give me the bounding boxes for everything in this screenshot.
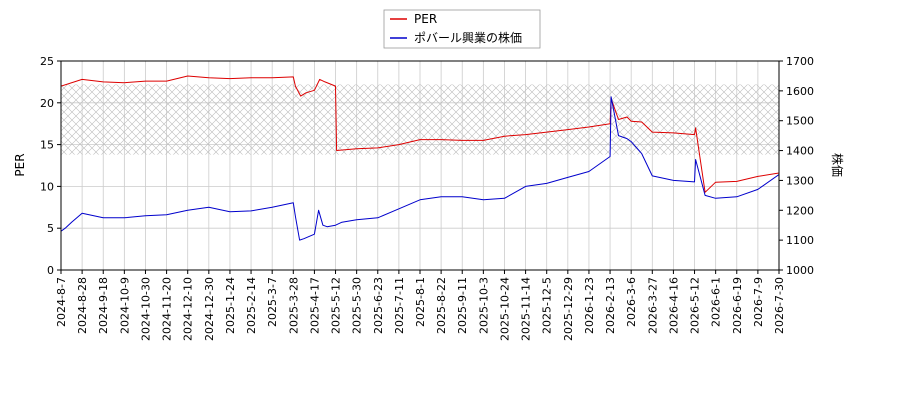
price-series-line bbox=[61, 96, 779, 241]
left-tick-label: 0 bbox=[47, 264, 54, 277]
x-tick-label: 2025-4-17 bbox=[308, 277, 321, 334]
x-tick-label: 2026-6-19 bbox=[731, 277, 744, 334]
left-tick-label: 5 bbox=[47, 222, 54, 235]
x-tick-label: 2025-10-3 bbox=[477, 277, 490, 334]
right-tick-label: 1700 bbox=[786, 55, 814, 68]
x-tick-label: 2024-10-9 bbox=[118, 277, 131, 334]
right-axis-title: 株価 bbox=[830, 153, 845, 177]
left-tick-label: 15 bbox=[40, 139, 54, 152]
x-tick-label: 2025-7-11 bbox=[393, 277, 406, 334]
x-tick-label: 2026-7-9 bbox=[752, 277, 765, 327]
x-tick-label: 2024-12-30 bbox=[203, 277, 216, 341]
x-tick-label: 2026-1-23 bbox=[583, 277, 596, 334]
x-tick-label: 2024-8-28 bbox=[76, 277, 89, 334]
left-axis-title: PER bbox=[13, 153, 27, 176]
x-tick-label: 2025-10-24 bbox=[498, 277, 511, 341]
x-tick-label: 2026-5-12 bbox=[689, 277, 702, 334]
x-tick-label: 2026-4-16 bbox=[667, 277, 680, 334]
right-tick-label: 1100 bbox=[786, 234, 814, 247]
x-tick-label: 2024-8-7 bbox=[55, 277, 68, 327]
x-tick-label: 2025-8-1 bbox=[414, 277, 427, 327]
per-range-band-area bbox=[61, 84, 779, 155]
x-tick-label: 2026-3-27 bbox=[646, 277, 659, 334]
x-tick-label: 2025-8-22 bbox=[435, 277, 448, 334]
right-tick-label: 1300 bbox=[786, 174, 814, 187]
left-tick-label: 10 bbox=[40, 180, 54, 193]
right-tick-label: 1500 bbox=[786, 115, 814, 128]
left-tick-label: 20 bbox=[40, 97, 54, 110]
x-tick-label: 2025-1-24 bbox=[224, 277, 237, 334]
x-tick-label: 2024-12-10 bbox=[182, 277, 195, 341]
x-tick-label: 2025-3-28 bbox=[287, 277, 300, 334]
x-tick-label: 2024-11-20 bbox=[161, 277, 174, 341]
right-axis-ticks: 1000 1100 1200 1300 1400 1500 1600 1700 bbox=[779, 55, 814, 277]
right-tick-label: 1600 bbox=[786, 85, 814, 98]
x-tick-label: 2025-3-7 bbox=[266, 277, 279, 327]
x-tick-label: 2026-6-1 bbox=[710, 277, 723, 327]
x-tick-label: 2025-6-23 bbox=[372, 277, 385, 334]
x-tick-label: 2025-2-14 bbox=[245, 277, 258, 334]
per-series-line bbox=[61, 75, 779, 193]
x-tick-label: 2024-9-18 bbox=[97, 277, 110, 334]
per-range-band bbox=[61, 84, 779, 155]
x-tick-label: 2025-5-12 bbox=[330, 277, 343, 334]
x-tick-label: 2025-12-5 bbox=[541, 277, 554, 334]
right-tick-label: 1200 bbox=[786, 204, 814, 217]
x-tick-label: 2025-11-14 bbox=[520, 277, 533, 341]
x-tick-label: 2025-5-30 bbox=[351, 277, 364, 334]
right-tick-label: 1000 bbox=[786, 264, 814, 277]
left-tick-label: 25 bbox=[40, 55, 54, 68]
x-tick-label: 2026-3-6 bbox=[625, 277, 638, 327]
legend-frame bbox=[383, 9, 541, 49]
left-axis-ticks: 0 5 10 15 20 25 bbox=[40, 55, 61, 277]
x-tick-label: 2024-10-30 bbox=[139, 277, 152, 341]
x-axis-ticks: 2024-8-7 2024-8-28 2024-9-18 2024-10-9 2024-… bbox=[55, 270, 786, 341]
legend: PER ポバール興業の株価 bbox=[383, 9, 541, 49]
right-tick-label: 1400 bbox=[786, 145, 814, 158]
legend-label-price: ポバール興業の株価 bbox=[414, 30, 522, 45]
x-tick-label: 2026-2-13 bbox=[604, 277, 617, 334]
series-lines bbox=[61, 75, 779, 241]
legend-label-per: PER bbox=[414, 12, 437, 26]
x-tick-label: 2025-9-11 bbox=[456, 277, 469, 334]
x-tick-label: 2026-7-30 bbox=[773, 277, 786, 334]
x-tick-label: 2025-12-29 bbox=[562, 277, 575, 341]
